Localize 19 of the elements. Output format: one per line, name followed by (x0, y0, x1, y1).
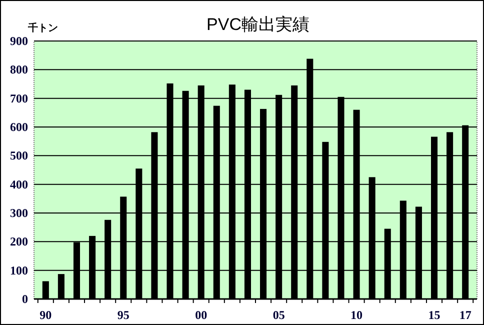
chart-title: PVC輸出実績 (206, 15, 310, 34)
y-tick-label: 500 (10, 148, 28, 163)
x-tick-label: 15 (428, 308, 440, 322)
y-axis-title: 千トン (27, 22, 58, 34)
y-tick-label: 200 (10, 234, 28, 249)
y-tick-label: 300 (10, 206, 28, 220)
x-tick-label: 17 (459, 308, 472, 322)
x-tick-label: 10 (350, 308, 363, 322)
y-tick-label: 600 (10, 120, 28, 134)
y-tick-label: 900 (10, 34, 28, 48)
x-tick-label: 05 (272, 308, 285, 322)
y-tick-label: 400 (10, 177, 28, 192)
x-tick-label: 00 (195, 308, 208, 322)
y-tick-label: 100 (10, 263, 28, 278)
y-tick-label: 800 (10, 62, 28, 77)
y-tick-label: 700 (10, 91, 28, 106)
x-tick-label: 90 (40, 308, 52, 322)
y-tick-label: 0 (22, 292, 28, 306)
x-tick-label: 95 (117, 308, 130, 322)
